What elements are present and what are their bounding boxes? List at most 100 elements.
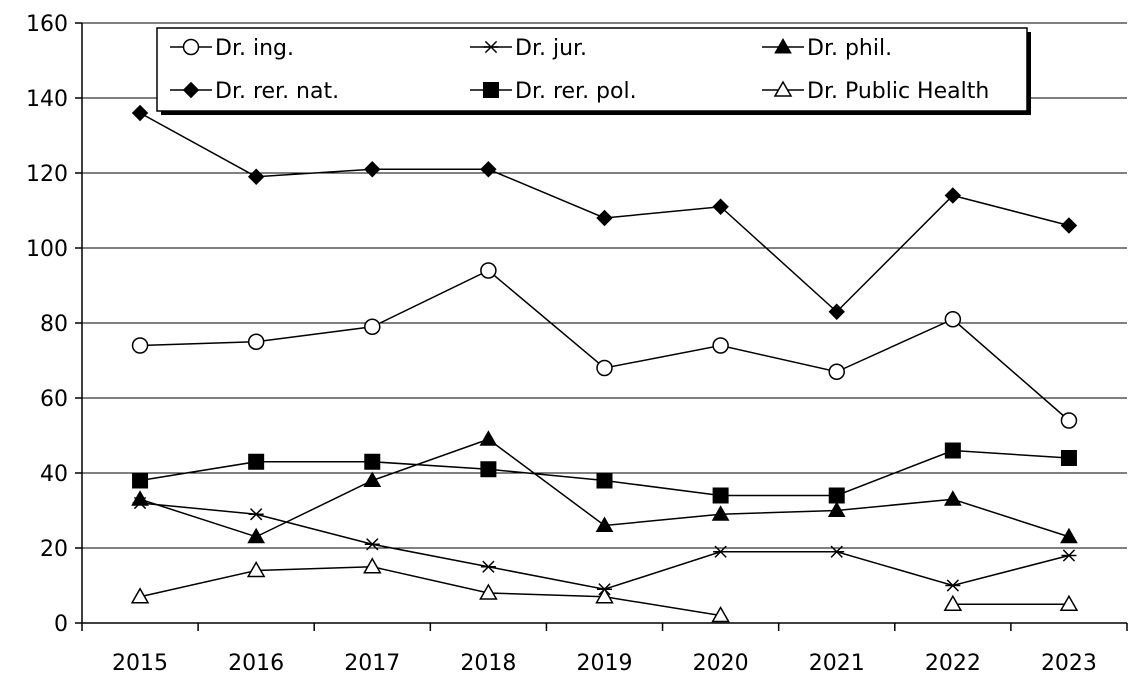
x-tick-label: 2018 [460,651,516,675]
x-tick-label: 2016 [228,651,284,675]
marker-shape [1060,412,1078,429]
marker-shape [944,311,962,328]
series-dr-ing-point [944,311,962,328]
series-dr-rer-nat [131,104,1078,320]
legend-marker [774,37,792,54]
series-dr-rer-nat-point [480,161,497,178]
marker-stroke [484,40,498,54]
series-dr-public-health-point [1059,594,1079,611]
series-dr-rer-pol-point [132,472,149,489]
marker-stroke [830,545,843,558]
series-dr-phil-point [363,471,382,487]
series-dr-phil-point [131,490,149,506]
x-tick-label: 2022 [925,651,981,675]
marker-shape [364,453,381,470]
series-dr-rer-nat-point [712,198,729,215]
legend-label: Dr. rer. nat. [215,79,339,104]
marker-shape [943,490,962,506]
series-dr-rer-pol-point [1060,450,1077,466]
series-dr-rer-pol [132,442,1077,504]
series-dr-rer-pol-point [596,472,613,489]
series-dr-ing-point [364,318,381,335]
series-dr-rer-nat-point [131,104,149,122]
series-dr-public-health-line [139,565,721,617]
marker-shape [944,187,962,204]
series-dr-rer-nat-point [247,168,265,185]
series-dr-rer-nat-point [944,187,962,204]
marker-shape [1060,217,1078,234]
series-dr-jur-point [364,538,380,551]
legend-marker [483,82,499,98]
series [130,104,1079,623]
series-dr-rer-nat-point [596,209,613,227]
marker-shape [1060,527,1078,544]
legend-marker [182,81,200,99]
marker-shape [479,583,498,600]
marker-shape [364,318,381,335]
series-dr-rer-nat-point [364,161,381,178]
legend-marker [773,80,793,97]
marker-shape [480,262,497,279]
series-dr-phil-point [827,501,846,517]
y-tick-label: 120 [26,162,68,187]
marker-shape [828,363,845,380]
legend: Dr. ing. Dr. jur. Dr. phil. Dr. rer. nat. Dr… [156,27,1031,115]
legend-box [156,27,1028,112]
marker-shape [828,487,845,504]
legend-item-dr-rer-pol: Dr. rer. pol. [470,79,637,104]
marker-shape [479,430,498,446]
marker-shape [596,209,613,227]
marker-shape [1059,594,1079,611]
legend-label: Dr. Public Health [807,79,989,104]
series-dr-phil [131,430,1078,544]
y-tick-label: 140 [26,87,68,112]
marker-stroke [714,545,727,558]
marker-shape [712,487,729,504]
y-tick-label: 0 [54,612,68,637]
marker-shape [712,198,729,215]
series-dr-jur-line [139,502,1070,591]
legend-item-dr-rer-nat: Dr. rer. nat. [170,79,339,104]
x-tick-label: 2020 [693,651,749,675]
marker-shape [774,37,792,54]
marker-stroke [250,508,263,521]
marker-shape [362,557,382,574]
marker-shape [247,168,265,185]
marker-shape [130,587,150,604]
series-dr-jur [132,496,1077,596]
series-dr-public-health [130,557,1079,623]
series-dr-phil-point [1060,527,1078,544]
marker-shape [131,490,149,506]
marker-shape [596,472,613,489]
legend-item-dr-phil: Dr. phil. [762,36,892,61]
series-dr-jur-point [480,560,496,573]
marker-shape [182,81,200,99]
series-dr-jur-point [248,508,264,521]
series-dr-ing-point [131,337,149,354]
y-tick-label: 100 [26,237,68,262]
series-dr-phil-point [943,490,962,506]
series-dr-rer-pol-point [828,487,845,504]
marker-shape [595,516,614,532]
y-tick-label: 160 [26,12,68,37]
series-dr-rer-pol-point [712,487,729,504]
marker-shape [773,80,793,97]
marker-stroke [946,579,959,592]
series-dr-rer-nat-point [1060,217,1078,234]
series-dr-rer-pol-point [944,442,961,459]
x-tick-label: 2019 [577,651,633,675]
series-dr-public-health-point [943,594,963,611]
series-dr-public-health-point [595,587,614,604]
marker-shape [596,359,613,377]
series-dr-phil-point [479,430,498,446]
series-dr-jur-point [713,545,729,558]
legend-label: Dr. rer. pol. [515,79,637,104]
series-dr-rer-pol-point [480,461,497,478]
legend-label: Dr. jur. [515,36,587,61]
series-dr-public-health-point [479,583,498,600]
marker-shape [363,471,382,487]
series-dr-phil-point [247,527,266,544]
marker-shape [132,472,149,489]
marker-shape [247,527,266,544]
